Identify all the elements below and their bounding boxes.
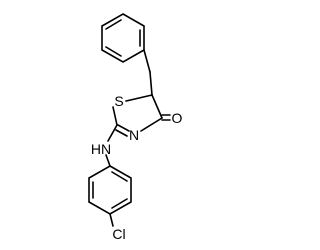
aromatic-bond	[105, 19, 122, 30]
bond	[151, 94, 163, 119]
bond	[105, 154, 111, 167]
atom-label: Cl	[112, 226, 125, 242]
bond	[149, 71, 153, 96]
bond	[125, 94, 153, 102]
bond	[112, 106, 118, 126]
benzene-ring	[101, 13, 145, 63]
aromatic-bond	[105, 46, 122, 57]
bonds	[88, 13, 171, 227]
atom-label: N	[129, 127, 139, 143]
atom-labels: S N O HN Cl	[91, 93, 183, 242]
atom-label: O	[172, 110, 183, 126]
bond	[143, 49, 151, 73]
molecule-diagram: S N O HN Cl	[88, 13, 183, 242]
double-bond	[117, 124, 130, 132]
atom-label: HN	[91, 141, 111, 157]
bond	[109, 213, 114, 227]
atom-label: S	[114, 93, 123, 109]
bond	[140, 117, 163, 132]
aromatic-bond	[111, 171, 128, 182]
benzene-ring	[88, 165, 132, 215]
aromatic-bond	[111, 198, 128, 209]
bond	[107, 124, 118, 142]
double-bond	[115, 129, 128, 137]
